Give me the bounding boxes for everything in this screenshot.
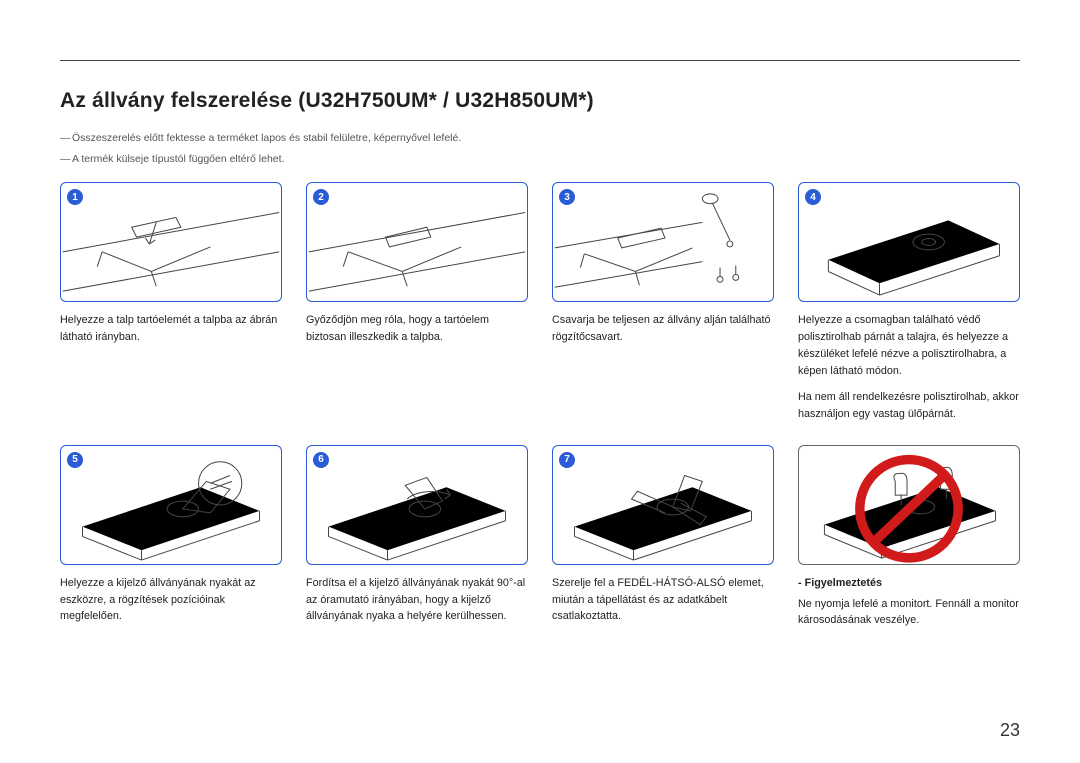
top-rule <box>60 60 1020 61</box>
step-5: 5 Helyezze a kijelző állvá <box>60 445 282 629</box>
step-2: 2 Győződjön meg róla, hogy a tartóelem b… <box>306 182 528 422</box>
note-1: Összeszerelés előtt fektesse a terméket … <box>60 131 1020 146</box>
step-1-caption: Helyezze a talp tartóelemét a talpba az … <box>60 312 282 345</box>
step-5-badge: 5 <box>67 452 83 468</box>
steps-grid: 1 Helyezze a talp tartóelemét a talpba a… <box>60 182 1020 629</box>
step-7-caption: Szerelje fel a FEDÉL-HÁTSÓ-ALSÓ elemet, … <box>552 575 774 625</box>
step-5-art <box>61 446 281 564</box>
warning-figure <box>798 445 1020 565</box>
step-6-caption: Fordítsa el a kijelző állványának nyakát… <box>306 575 528 625</box>
step-3-caption: Csavarja be teljesen az állvány alján ta… <box>552 312 774 345</box>
step-4: 4 Helyezze a csomagban található védő po… <box>798 182 1020 422</box>
step-7: 7 Szerelje fel a FEDÉL-HÁTSÓ-ALSÓ ele <box>552 445 774 629</box>
step-7-badge: 7 <box>559 452 575 468</box>
step-4-extra: Ha nem áll rendelkezésre polisztirolhab,… <box>798 389 1020 422</box>
step-5-figure: 5 <box>60 445 282 565</box>
step-2-figure: 2 <box>306 182 528 302</box>
step-3-art <box>553 183 773 301</box>
step-3: 3 Csavarja be teljesen az <box>552 182 774 422</box>
step-warning: - Figyelmeztetés Ne nyomja lefelé a moni… <box>798 445 1020 629</box>
step-6: 6 Fordítsa el a kijelző állványának n <box>306 445 528 629</box>
page-number: 23 <box>1000 720 1020 741</box>
step-2-caption: Győződjön meg róla, hogy a tartóelem biz… <box>306 312 528 345</box>
step-1-art <box>61 183 281 301</box>
step-7-figure: 7 <box>552 445 774 565</box>
warning-label: - Figyelmeztetés <box>798 575 1020 592</box>
page-title: Az állvány felszerelése (U32H750UM* / U3… <box>60 89 1020 113</box>
step-4-caption: Helyezze a csomagban található védő poli… <box>798 312 1020 379</box>
page-root: Az állvány felszerelése (U32H750UM* / U3… <box>0 0 1080 629</box>
step-6-art <box>307 446 527 564</box>
step-6-badge: 6 <box>313 452 329 468</box>
step-7-art <box>553 446 773 564</box>
step-3-figure: 3 <box>552 182 774 302</box>
step-4-figure: 4 <box>798 182 1020 302</box>
warning-text: Ne nyomja lefelé a monitort. Fennáll a m… <box>798 596 1020 629</box>
step-2-art <box>307 183 527 301</box>
step-4-art <box>799 183 1019 301</box>
step-1-figure: 1 <box>60 182 282 302</box>
warning-art <box>799 446 1019 564</box>
note-2: A termék külseje típustól függően eltérő… <box>60 152 1020 167</box>
step-5-caption: Helyezze a kijelző állványának nyakát az… <box>60 575 282 625</box>
step-1: 1 Helyezze a talp tartóelemét a talpba a… <box>60 182 282 422</box>
step-6-figure: 6 <box>306 445 528 565</box>
